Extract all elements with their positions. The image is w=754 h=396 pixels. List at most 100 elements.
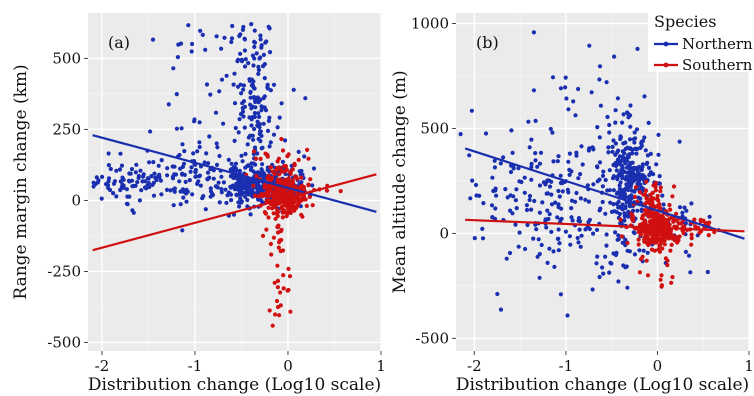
data-point: [306, 183, 311, 188]
data-point: [147, 160, 152, 165]
data-point: [287, 274, 293, 279]
data-point: [625, 153, 631, 158]
data-point: [607, 188, 613, 193]
data-point: [653, 184, 658, 190]
data-point: [279, 167, 284, 172]
data-point: [513, 198, 519, 203]
x-tick-label: 0: [653, 357, 663, 375]
data-point: [644, 208, 650, 213]
data-point: [698, 219, 704, 224]
data-point: [172, 186, 177, 192]
data-point: [664, 222, 670, 227]
data-point: [265, 128, 271, 133]
data-point: [197, 120, 202, 125]
data-point: [558, 86, 564, 91]
data-point: [99, 196, 104, 201]
data-point: [272, 280, 277, 285]
data-point: [175, 55, 180, 60]
data-point: [151, 180, 156, 185]
data-point: [213, 110, 219, 115]
data-point: [611, 138, 616, 143]
data-point: [118, 179, 123, 184]
data-point: [187, 178, 192, 183]
data-point: [280, 159, 285, 164]
data-point: [621, 141, 626, 146]
data-point: [638, 232, 644, 238]
data-point: [623, 156, 629, 161]
data-point: [182, 149, 187, 154]
data-point: [595, 254, 600, 259]
data-point: [607, 270, 612, 275]
data-point: [223, 187, 228, 192]
data-point: [249, 117, 254, 122]
data-point: [237, 33, 242, 39]
data-point: [237, 204, 242, 209]
y-tick-label: 1000: [411, 14, 449, 32]
data-point: [667, 202, 672, 208]
data-point: [311, 166, 317, 171]
data-point: [560, 189, 565, 194]
data-point: [644, 179, 649, 184]
data-point: [627, 137, 633, 142]
data-point: [517, 179, 522, 184]
data-point: [604, 80, 609, 85]
data-point: [670, 194, 675, 199]
data-point: [258, 156, 263, 161]
data-point: [585, 183, 590, 188]
data-point: [164, 187, 170, 192]
data-point: [270, 193, 275, 198]
data-point: [249, 123, 254, 128]
data-point: [256, 71, 261, 76]
data-point: [249, 22, 254, 27]
data-point: [604, 243, 609, 248]
data-point: [600, 184, 606, 189]
data-point: [178, 41, 184, 46]
data-point: [649, 197, 654, 202]
data-point: [203, 47, 208, 52]
data-point: [474, 193, 479, 198]
data-point: [603, 254, 608, 259]
data-point: [659, 223, 665, 228]
data-point: [671, 219, 676, 224]
data-point: [242, 104, 247, 109]
data-point: [633, 185, 639, 190]
data-point: [492, 158, 497, 163]
data-point: [124, 187, 129, 192]
data-point: [267, 115, 272, 120]
data-point: [189, 49, 194, 54]
data-point: [665, 263, 670, 268]
data-point: [338, 189, 343, 194]
data-point: [269, 178, 274, 183]
data-point: [624, 182, 629, 187]
data-point: [256, 67, 261, 73]
data-point: [650, 200, 655, 205]
data-point: [632, 130, 637, 135]
y-tick-label: 0: [71, 191, 81, 209]
data-point: [254, 174, 259, 179]
data-point: [626, 170, 632, 175]
data-point: [256, 194, 261, 199]
data-point: [193, 169, 198, 175]
data-point: [544, 225, 549, 230]
data-point: [248, 95, 253, 100]
data-point: [217, 153, 222, 159]
data-point: [668, 229, 673, 234]
data-point: [548, 126, 553, 132]
data-point: [258, 129, 263, 134]
data-point: [250, 53, 255, 58]
data-point: [252, 44, 257, 50]
data-point: [306, 156, 311, 161]
data-point: [522, 190, 527, 195]
data-point: [533, 151, 538, 156]
data-point: [516, 166, 521, 171]
data-point: [262, 210, 267, 215]
data-point: [527, 197, 532, 203]
data-point: [197, 144, 202, 150]
data-point: [566, 107, 571, 112]
trend-line-southern: [92, 173, 377, 252]
legend: Species Northern Southern: [648, 10, 754, 74]
data-point: [208, 92, 213, 97]
data-point: [603, 211, 608, 216]
data-point: [613, 108, 618, 113]
data-point: [630, 160, 635, 165]
